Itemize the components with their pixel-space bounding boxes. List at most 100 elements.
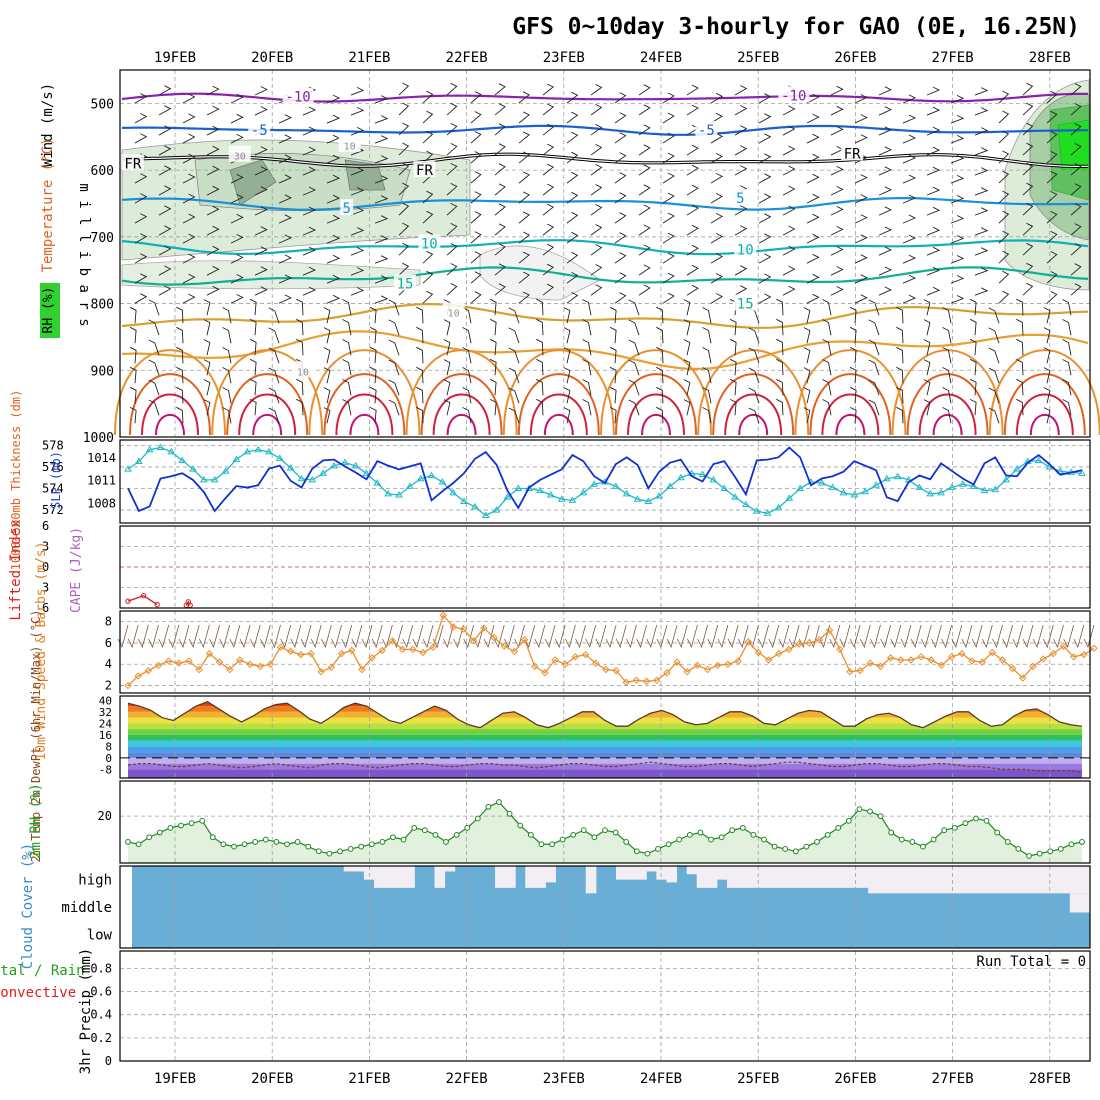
rh-marker (676, 836, 683, 843)
thickness-marker (926, 489, 935, 497)
contour-label: FR (124, 156, 141, 172)
wind-barb (182, 193, 196, 204)
cloud-clear-cell (1019, 866, 1030, 894)
wind-barb (878, 146, 892, 156)
wind-barb (1016, 358, 1024, 376)
wind-barb (969, 358, 977, 376)
cloud-clear-cell (706, 866, 718, 888)
date-label-bottom: 19FEB (154, 1071, 196, 1087)
rh-marker (220, 841, 227, 848)
wind-barb (1022, 282, 1034, 296)
rh-marker (623, 839, 630, 845)
wind-barb (974, 187, 989, 196)
wind-barb (446, 102, 458, 116)
wind-barb (230, 173, 244, 184)
wind-barb (563, 347, 571, 364)
thickness-marker (1002, 475, 1010, 483)
rh-marker (803, 843, 810, 850)
thickness-marker (395, 491, 403, 498)
contour-label-bg (778, 86, 810, 103)
wind-barb (369, 306, 377, 324)
wind-barb (388, 359, 400, 376)
wind-barb (254, 266, 268, 276)
surface-wind-barb (280, 624, 292, 649)
temp-band (128, 740, 1082, 747)
wind-barb (974, 227, 989, 236)
wind-barb (508, 367, 520, 384)
wind-barb (1070, 103, 1082, 116)
rh-marker (252, 839, 259, 845)
rh-marker (241, 841, 248, 848)
wind-speed-marker (347, 646, 356, 655)
wind-barb (662, 252, 675, 264)
wind-barb (134, 93, 148, 104)
rh-marker (1079, 839, 1085, 845)
wind-barb (278, 294, 292, 304)
wind-speed-marker (592, 659, 600, 667)
thickness-marker (991, 485, 1000, 493)
thickness-marker (525, 484, 533, 492)
wind-barb (566, 271, 579, 284)
thickness-marker (405, 482, 414, 489)
cloud-clear-cell (696, 866, 708, 888)
wind-barb (969, 318, 977, 336)
wind-axis-label: 10m Wind Speed & Barbs (m/s) (34, 541, 49, 760)
wind-barb (129, 306, 137, 324)
wind-barb (758, 133, 772, 144)
rh-marker (761, 836, 767, 843)
wind-barb (302, 246, 317, 256)
cloud-clear-cell (585, 866, 597, 894)
thickness-marker (200, 475, 208, 483)
date-label-top: 26FEB (834, 50, 876, 66)
wind-barb (422, 190, 434, 204)
wind-barb (614, 252, 627, 264)
wind-barb (1070, 143, 1082, 156)
date-label-top: 27FEB (932, 50, 974, 66)
wind-barb (446, 82, 458, 96)
wind-barb (278, 214, 292, 224)
cloud-clear-cell (1059, 866, 1071, 894)
surface-isotherm-lobe (335, 393, 394, 436)
wind-barb (926, 146, 941, 156)
li-axis-label: Lifted Index (8, 519, 24, 620)
wind-barb (326, 294, 341, 304)
wind-barb (582, 359, 592, 376)
surface-isotherm-lobe (155, 413, 185, 436)
wind-barb (1043, 367, 1051, 384)
wind-barb (1070, 183, 1082, 196)
surface-wind-barb (198, 624, 210, 649)
wind-barb (470, 91, 482, 104)
wind-barb (323, 327, 331, 344)
isotherm-contour (121, 302, 1089, 329)
wind-barb (988, 407, 1000, 424)
date-label-bottom: 23FEB (543, 1071, 585, 1087)
wind-speed-marker (947, 653, 956, 661)
rh-marker (358, 843, 365, 850)
wind-barb (222, 367, 232, 384)
precip-convective-label: Convective (0, 985, 76, 1001)
wind-barb (176, 386, 184, 404)
slp-tick-label: 1014 (87, 451, 116, 465)
wind-barb (758, 293, 772, 304)
wind-barb (729, 318, 737, 336)
wind-barb (398, 202, 410, 216)
thickness-marker (449, 488, 458, 496)
wind-barb (614, 192, 627, 204)
wind-barb (566, 151, 579, 164)
rh-marker (983, 817, 990, 824)
surface-isotherm-lobe (918, 393, 977, 436)
wind-speed-marker (642, 677, 651, 685)
date-label-top: 20FEB (251, 50, 293, 66)
thickness-marker (438, 478, 447, 485)
wind-barb (182, 273, 196, 284)
contour-label-bg (338, 135, 361, 152)
thickness-marker (243, 447, 252, 455)
wind-barb (710, 273, 724, 284)
wind-barb (422, 250, 434, 264)
wind-speed-marker (134, 672, 142, 680)
wind-barb (902, 154, 917, 164)
cloud-clear-cell (374, 866, 385, 888)
wind-barb (536, 338, 544, 356)
wind-barb (398, 122, 410, 136)
wind-barb (494, 103, 506, 116)
